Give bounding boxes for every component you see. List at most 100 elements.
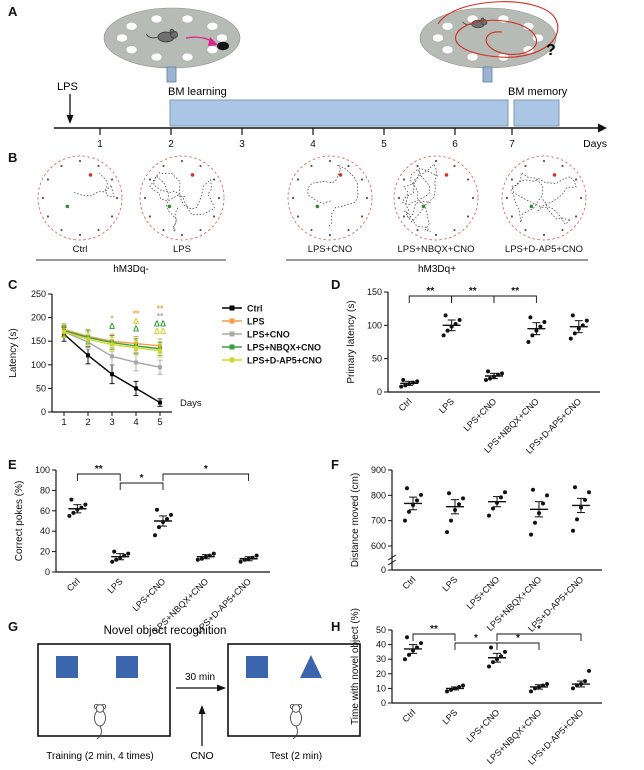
data-point	[533, 686, 537, 691]
maze-hole	[466, 52, 479, 62]
data-point	[238, 559, 243, 564]
maze-hole-dot	[360, 178, 364, 181]
series-marker	[110, 342, 114, 347]
y-tick-label: 800	[371, 490, 386, 500]
track-path	[401, 163, 439, 232]
sig-bracket	[408, 295, 453, 303]
mouse-icon	[93, 703, 107, 740]
data-point	[415, 498, 419, 503]
test-label: Test (2 min)	[270, 751, 322, 762]
data-point	[575, 517, 579, 522]
series-marker	[134, 345, 138, 350]
interval-label: 30 min	[185, 672, 215, 683]
maze-hole-dot	[143, 196, 147, 200]
panel-label-c: C	[8, 277, 18, 292]
day-tick-label: 6	[452, 139, 458, 150]
y-tick-label: 50	[372, 354, 382, 364]
data-point	[503, 490, 507, 495]
maze-hole-dot	[291, 196, 295, 200]
cno-arrowhead	[198, 705, 206, 714]
track-path	[307, 164, 359, 228]
data-point	[461, 683, 465, 688]
panel-b-tracks: hM3Dq- hM3Dq+ Ctrl LPS LPS+CNO LPS+NBQX+CNO…	[0, 148, 644, 276]
data-point	[572, 331, 577, 336]
mouse-ear	[169, 28, 175, 34]
sig-bracket	[119, 482, 164, 490]
maze-hole-dot	[574, 215, 578, 218]
category-label: LPS	[106, 576, 125, 595]
data-point	[165, 516, 169, 521]
maze-hole-dot	[78, 159, 82, 163]
maze-hole-dot	[60, 228, 63, 232]
maze-hole-dot	[328, 159, 332, 163]
sig-bracket	[451, 295, 495, 303]
maze-hole-dot	[212, 215, 216, 218]
data-point	[445, 328, 450, 333]
y-tick-label: 700	[371, 516, 386, 526]
maze-hole-dot	[162, 164, 165, 168]
day-ticks: 1 2 3 4 5 6 7	[97, 128, 515, 150]
y-tick-label: 0	[45, 567, 50, 577]
maze-hole	[206, 45, 219, 54]
legend-label: LPS+NBQX+CNO	[247, 343, 321, 353]
track-path	[510, 171, 577, 225]
target-hole	[217, 41, 229, 51]
significance-mark: ΔΔ	[154, 326, 166, 336]
maze-hole-dot	[402, 178, 406, 181]
axis-break-mark	[387, 559, 397, 566]
maze-hole-dot	[296, 215, 300, 218]
maze-hole-dot	[416, 164, 419, 168]
data-point	[453, 322, 458, 326]
mouse-tail	[292, 725, 298, 740]
x-tick-label: 1	[61, 417, 66, 428]
maze-hole-dot	[524, 228, 527, 232]
maze-hole-dot	[46, 215, 50, 218]
x-axis-title: Days	[180, 398, 202, 409]
maze-hole-dot	[542, 233, 546, 237]
search-path	[437, 1, 559, 58]
data-point	[503, 649, 507, 654]
maze-hole-dot	[110, 215, 114, 218]
sig-label: **	[511, 286, 519, 297]
lps-arrowhead	[66, 115, 74, 124]
maze-hole	[150, 14, 163, 24]
data-point	[126, 551, 131, 556]
data-point	[445, 689, 449, 694]
y-tick-label: 30	[376, 654, 386, 664]
data-point	[487, 513, 491, 518]
data-point	[445, 530, 449, 535]
data-point	[447, 491, 451, 496]
data-point	[533, 520, 537, 525]
y-tick-label: 60	[40, 506, 50, 516]
start-dot	[421, 204, 426, 209]
maze-hole	[522, 45, 535, 54]
maze-hole	[441, 45, 454, 54]
target-dot	[88, 173, 93, 177]
data-point	[114, 557, 119, 562]
data-point	[461, 496, 465, 501]
y-tick-label: 100	[35, 465, 50, 475]
data-point	[573, 485, 577, 490]
maze-hole-dot	[453, 228, 456, 232]
day-tick-label: 5	[381, 139, 387, 150]
x-tick-label: 2	[85, 417, 90, 428]
category-label: Ctrl	[397, 396, 414, 413]
bm-memory-label: BM memory	[508, 86, 568, 98]
sig-bracket	[496, 633, 582, 641]
data-point	[491, 506, 495, 511]
legend-label: Ctrl	[247, 304, 263, 314]
y-axis-title: Distance moved (cm)	[350, 473, 361, 567]
maze-hole-dot	[97, 164, 100, 168]
data-point	[488, 376, 492, 381]
y-axis-title: Latency (s)	[8, 328, 19, 377]
legend-marker	[229, 344, 235, 350]
maze-hole	[181, 14, 194, 24]
series-marker	[158, 348, 162, 353]
data-point	[199, 556, 204, 561]
mouse-head	[95, 704, 105, 713]
significance-mark: **	[157, 311, 164, 321]
category-label: LPS	[440, 707, 459, 726]
bm-memory-bar	[513, 99, 560, 127]
data-point	[571, 528, 575, 533]
category-label: Ctrl	[65, 576, 82, 593]
